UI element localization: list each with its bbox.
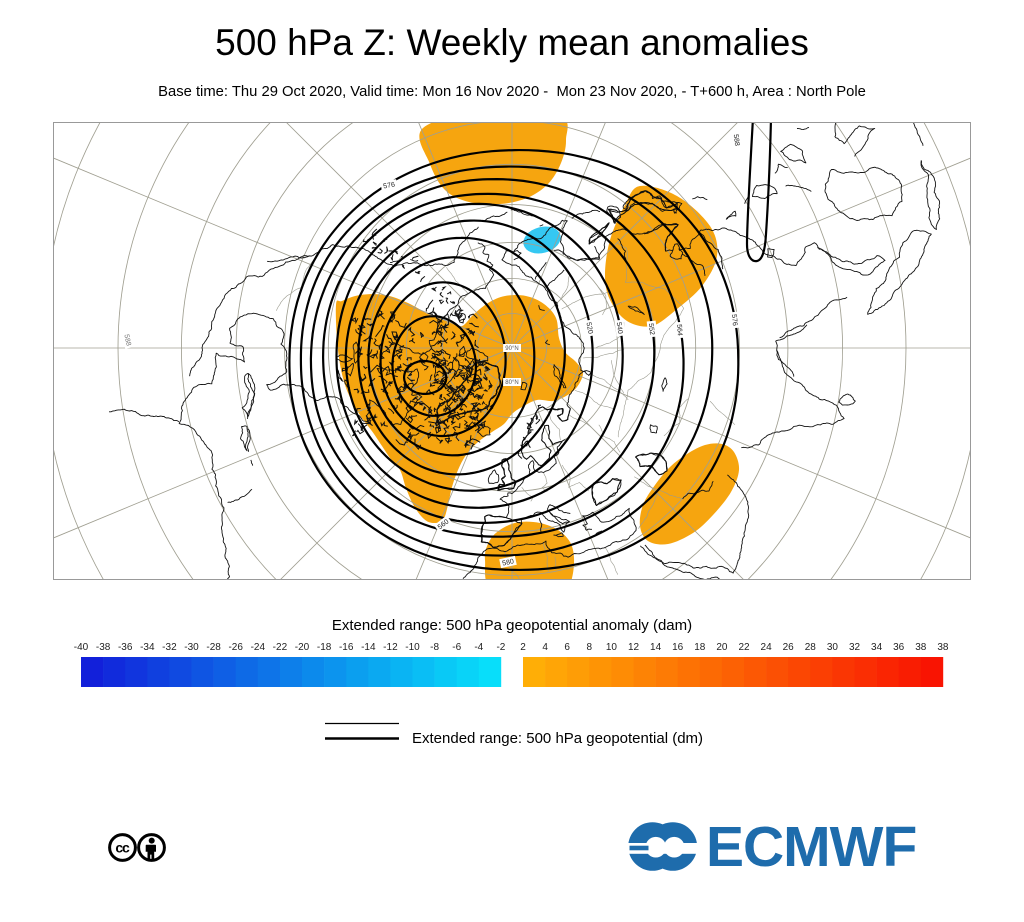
svg-text:576: 576 bbox=[730, 314, 738, 326]
svg-text:580: 580 bbox=[502, 558, 515, 567]
svg-text:564: 564 bbox=[675, 324, 683, 336]
svg-text:-14: -14 bbox=[361, 642, 376, 653]
svg-text:-32: -32 bbox=[162, 642, 177, 653]
svg-text:-8: -8 bbox=[430, 642, 439, 653]
svg-text:8: 8 bbox=[587, 642, 593, 653]
svg-text:14: 14 bbox=[650, 642, 662, 653]
svg-text:28: 28 bbox=[805, 642, 817, 653]
svg-text:588: 588 bbox=[732, 134, 740, 147]
svg-text:34: 34 bbox=[871, 642, 883, 653]
svg-text:22: 22 bbox=[738, 642, 750, 653]
svg-text:-10: -10 bbox=[405, 642, 420, 653]
svg-text:-18: -18 bbox=[317, 642, 332, 653]
svg-text:-2: -2 bbox=[496, 642, 505, 653]
svg-text:-38: -38 bbox=[96, 642, 111, 653]
svg-text:-22: -22 bbox=[273, 642, 288, 653]
svg-text:cc: cc bbox=[115, 840, 130, 856]
svg-text:32: 32 bbox=[849, 642, 861, 653]
svg-text:36: 36 bbox=[893, 642, 905, 653]
svg-text:Extended range: 500 hPa geopot: Extended range: 500 hPa geopotential (dm… bbox=[412, 730, 703, 747]
svg-text:Extended range: 500 hPa geopot: Extended range: 500 hPa geopotential ano… bbox=[332, 617, 692, 634]
svg-text:10: 10 bbox=[606, 642, 618, 653]
svg-text:24: 24 bbox=[761, 642, 773, 653]
svg-text:18: 18 bbox=[694, 642, 706, 653]
svg-text:-26: -26 bbox=[228, 642, 243, 653]
svg-text:16: 16 bbox=[672, 642, 684, 653]
svg-text:2: 2 bbox=[520, 642, 526, 653]
svg-text:38: 38 bbox=[915, 642, 927, 653]
svg-text:-12: -12 bbox=[383, 642, 398, 653]
svg-text:4: 4 bbox=[542, 642, 548, 653]
svg-text:38: 38 bbox=[937, 642, 949, 653]
svg-text:26: 26 bbox=[783, 642, 795, 653]
svg-text:-30: -30 bbox=[184, 642, 199, 653]
svg-text:ECMWF: ECMWF bbox=[706, 815, 916, 879]
svg-text:6: 6 bbox=[564, 642, 570, 653]
svg-text:12: 12 bbox=[628, 642, 640, 653]
svg-text:80°N: 80°N bbox=[505, 380, 518, 386]
svg-text:-34: -34 bbox=[140, 642, 155, 653]
svg-text:-16: -16 bbox=[339, 642, 354, 653]
svg-text:552: 552 bbox=[647, 323, 655, 335]
svg-text:540: 540 bbox=[615, 322, 624, 335]
svg-text:-36: -36 bbox=[118, 642, 133, 653]
svg-text:30: 30 bbox=[827, 642, 839, 653]
svg-text:-28: -28 bbox=[206, 642, 221, 653]
svg-text:576: 576 bbox=[383, 182, 396, 191]
svg-text:-6: -6 bbox=[452, 642, 461, 653]
svg-text:520: 520 bbox=[585, 322, 594, 335]
svg-text:-24: -24 bbox=[251, 642, 266, 653]
svg-text:90°N: 90°N bbox=[505, 346, 518, 352]
svg-text:-40: -40 bbox=[74, 642, 89, 653]
svg-text:-20: -20 bbox=[295, 642, 310, 653]
svg-text:-4: -4 bbox=[474, 642, 483, 653]
svg-text:20: 20 bbox=[716, 642, 728, 653]
svg-text:588: 588 bbox=[122, 334, 131, 347]
